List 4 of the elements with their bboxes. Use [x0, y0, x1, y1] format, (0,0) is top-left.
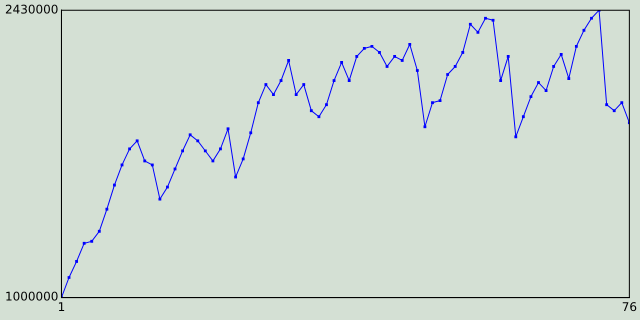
y-tick-label: 1000000	[4, 290, 58, 304]
x-tick-label: 76	[622, 300, 638, 314]
y-tick-label: 2430000	[4, 2, 58, 16]
x-tick-label: 1	[58, 300, 66, 314]
